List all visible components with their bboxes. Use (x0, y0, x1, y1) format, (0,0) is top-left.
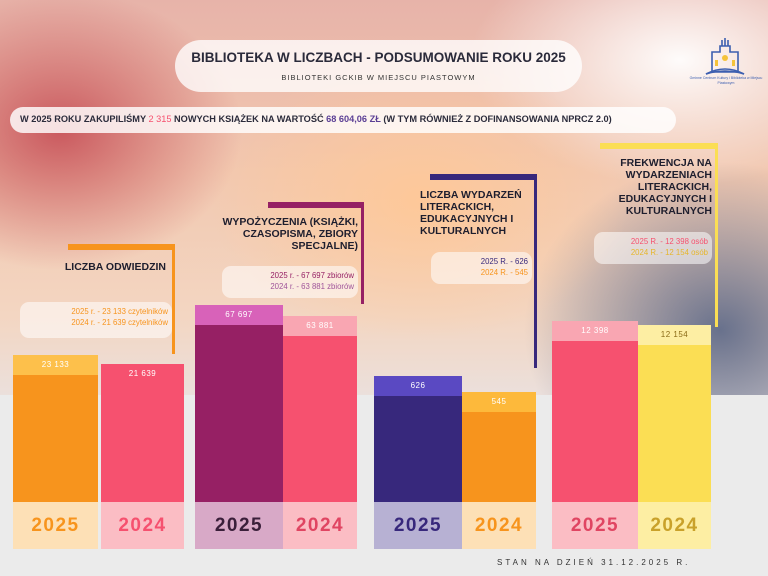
note-loans: 2025 r. - 67 697 zbiorów 2024 r. - 63 88… (222, 266, 358, 298)
note-events: 2025 R. - 626 2024 R. - 545 (431, 252, 532, 284)
accent-line-attendance (715, 143, 718, 327)
accent-bar-attendance (600, 143, 718, 149)
summary-suffix: (W TYM RÓWNIEŻ Z DOFINANSOWANIA NPRCZ 2.… (380, 114, 612, 124)
label-attendance-text: FREKWENCJA NA WYDARZENIACH LITERACKICH, … (618, 157, 712, 217)
footer-date: STAN NA DZIEŃ 31.12.2025 R. (497, 558, 691, 567)
accent-bar-visits (68, 244, 175, 250)
accent-line-visits (172, 244, 175, 354)
page-subtitle: BIBLIOTEKI GCKIB W MIEJSCU PIASTOWYM (281, 73, 476, 82)
label-attendance: FREKWENCJA NA WYDARZENIACH LITERACKICH, … (608, 157, 712, 217)
accent-line-events (534, 174, 537, 368)
label-events-text: LICZBA WYDARZEŃ LITERACKICH, EDUKACYJNYC… (420, 189, 522, 237)
year-visits-2024: 2024 (101, 502, 184, 549)
accent-bar-loans (268, 202, 364, 208)
value-attendance-2025: 12 398 (552, 321, 638, 341)
note-loans-2025: 2025 r. - 67 697 zbiorów (270, 271, 354, 280)
accent-bar-events (430, 174, 537, 180)
year-events-2025: 2025 (374, 502, 462, 549)
value-visits-2025: 23 133 (13, 355, 98, 375)
label-visits: LICZBA ODWIEDZIN (60, 261, 166, 273)
value-visits-2024: 21 639 (101, 364, 184, 384)
books-count: 2 315 (148, 114, 172, 124)
note-loans-2024: 2024 r. - 63 881 zbiorów (270, 282, 354, 291)
value-events-2024: 545 (462, 392, 536, 412)
label-visits-text: LICZBA ODWIEDZIN (64, 261, 166, 273)
bar-events-2024: 545 (462, 392, 536, 502)
value-loans-2025: 67 697 (195, 305, 283, 325)
library-logo-icon (705, 38, 745, 75)
accent-line-loans (361, 202, 364, 304)
books-value: 68 604,06 ZŁ (326, 114, 381, 124)
label-events: LICZBA WYDARZEŃ LITERACKICH, EDUKACYJNYC… (420, 189, 530, 237)
value-attendance-2024: 12 154 (638, 325, 711, 345)
page-title: BIBLIOTEKA W LICZBACH - PODSUMOWANIE ROK… (191, 50, 566, 65)
year-visits-2025: 2025 (13, 502, 98, 549)
year-loans-2024: 2024 (283, 502, 357, 549)
year-attendance-2024: 2024 (638, 502, 711, 549)
label-loans-text: WYPOŻYCZENIA (KSIĄŻKI, CZASOPISMA, ZBIOR… (222, 216, 358, 252)
bar-loans-2024: 63 881 (283, 316, 357, 502)
year-loans-2025: 2025 (195, 502, 283, 549)
bar-attendance-2024: 12 154 (638, 325, 711, 502)
note-events-2025: 2025 R. - 626 (480, 257, 528, 266)
note-attendance-2024: 2024 R. - 12 154 osób (630, 248, 708, 257)
note-visits-2025: 2025 r. - 23 133 czytelników (71, 307, 168, 316)
note-events-2024: 2024 R. - 545 (480, 268, 528, 277)
summary-prefix: W 2025 ROKU ZAKUPILIŚMY (20, 114, 149, 124)
bar-events-2025: 626 (374, 376, 462, 502)
value-events-2025: 626 (374, 376, 462, 396)
bar-attendance-2025: 12 398 (552, 321, 638, 502)
bar-visits-2025: 23 133 (13, 355, 98, 502)
title-box: BIBLIOTEKA W LICZBACH - PODSUMOWANIE ROK… (175, 40, 582, 92)
note-visits: 2025 r. - 23 133 czytelników 2024 r. - 2… (20, 302, 172, 338)
value-loans-2024: 63 881 (283, 316, 357, 336)
summary-middle: NOWYCH KSIĄŻEK NA WARTOŚĆ (171, 114, 327, 124)
year-events-2024: 2024 (462, 502, 536, 549)
note-visits-2024: 2024 r. - 21 639 czytelników (71, 318, 168, 327)
bar-visits-2024: 21 639 (101, 364, 184, 502)
summary-banner: W 2025 ROKU ZAKUPILIŚMY 2 315 NOWYCH KSI… (10, 107, 676, 133)
note-attendance-2025: 2025 R. - 12 398 osób (630, 237, 708, 246)
logo-text: Gminne Centrum Kultury i Biblioteka w Mi… (689, 76, 763, 85)
bar-loans-2025: 67 697 (195, 305, 283, 502)
summary-text: W 2025 ROKU ZAKUPILIŚMY 2 315 NOWYCH KSI… (20, 114, 612, 124)
label-loans: WYPOŻYCZENIA (KSIĄŻKI, CZASOPISMA, ZBIOR… (220, 216, 358, 252)
note-attendance: 2025 R. - 12 398 osób 2024 R. - 12 154 o… (594, 232, 712, 264)
year-attendance-2025: 2025 (552, 502, 638, 549)
